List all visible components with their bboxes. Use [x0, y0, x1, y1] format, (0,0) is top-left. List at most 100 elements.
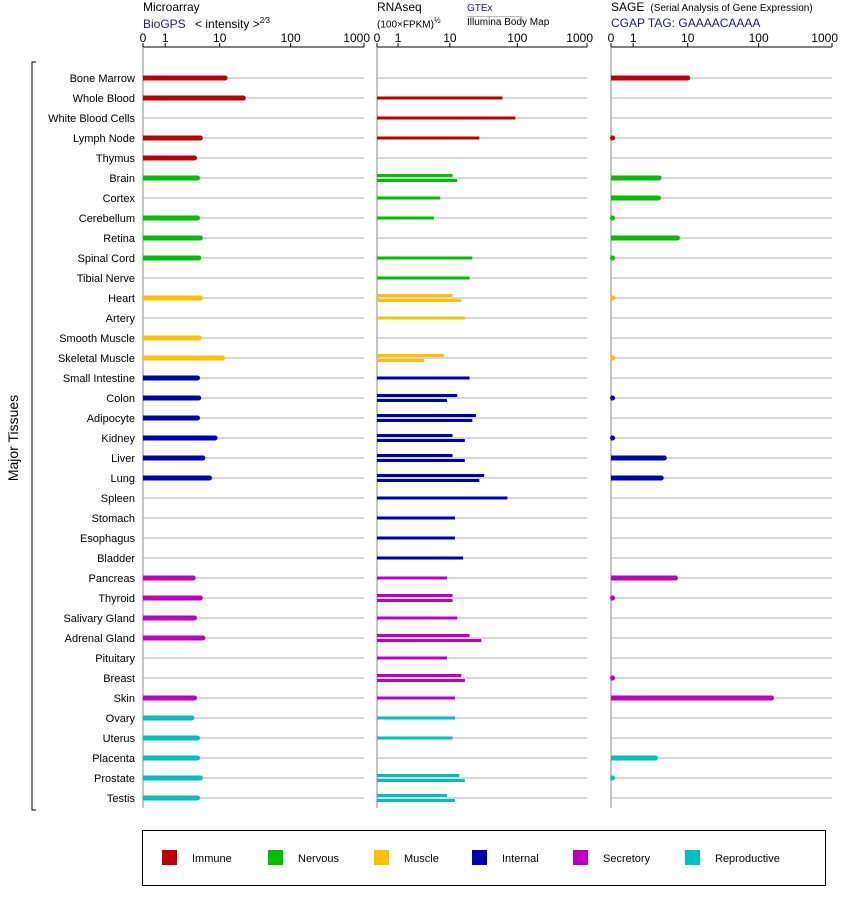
- rnaseq-illumina-bar: [377, 276, 470, 280]
- microarray-bar: [143, 475, 210, 481]
- microarray-bar-end: [195, 375, 201, 381]
- tissue-label: Uterus: [103, 733, 136, 745]
- tissue-label: Esophagus: [80, 533, 136, 545]
- tissue-label: Breast: [103, 673, 135, 685]
- microarray-bar-end: [200, 455, 206, 461]
- legend-swatch-reproductive: [685, 850, 700, 865]
- tissue-label: Whole Blood: [73, 93, 135, 105]
- legend-swatch-secretory: [573, 850, 588, 865]
- rnaseq-gtex-bar: [377, 774, 460, 777]
- microarray-bar-end: [195, 415, 201, 421]
- tissue-label: Smooth Muscle: [59, 333, 135, 345]
- rnaseq-gtex-bar: [377, 174, 453, 177]
- tissue-label: Brain: [109, 173, 135, 185]
- sage-tick-label: 1: [630, 31, 637, 45]
- microarray-bar: [143, 695, 195, 701]
- rnaseq-unit: (100×FPKM): [377, 19, 434, 31]
- microarray-bar: [143, 235, 201, 241]
- rnaseq-gtex-bar: [377, 394, 458, 397]
- sage-bar-end: [658, 475, 664, 481]
- microarray-header: Microarray BioGPS < intensity >2⁄3: [143, 0, 270, 31]
- sage-bar-end: [610, 215, 616, 221]
- tissue-label: Testis: [107, 793, 136, 805]
- microarray-bar: [143, 255, 199, 261]
- microarray-bar: [143, 615, 195, 621]
- sage-bar-end: [661, 455, 667, 461]
- rnaseq-illumina-bar: [377, 779, 465, 782]
- microarray-bar-end: [200, 635, 206, 641]
- sage-source-link[interactable]: CGAP TAG: GAAAACAAAA: [611, 16, 761, 30]
- rnaseq-tick-label: 10: [443, 31, 457, 45]
- microarray-panel: 0 1 10 100 1000: [140, 31, 370, 808]
- sage-bar-end: [655, 195, 661, 201]
- tissue-label: Tibial Nerve: [77, 273, 135, 285]
- sage-bar: [611, 195, 659, 201]
- microarray-bar: [143, 715, 192, 721]
- sage-bar-end: [675, 235, 681, 241]
- sage-title: SAGE: [611, 0, 645, 14]
- tissue-label: Prostate: [94, 773, 135, 785]
- sage-subtitle: (Serial Analysis of Gene Expression): [650, 3, 813, 14]
- microarray-bar: [143, 775, 201, 781]
- rnaseq-illumina-bar: [377, 656, 447, 660]
- microarray-bar-end: [207, 475, 213, 481]
- rnaseq-illumina-bar: [377, 599, 453, 602]
- rnaseq-source-gtex[interactable]: GTEx: [467, 2, 523, 17]
- rnaseq-illumina-bar: [377, 216, 434, 220]
- rnaseq-illumina-bar: [377, 639, 482, 642]
- rnaseq-gtex-bar: [377, 474, 485, 477]
- rnaseq-illumina-bar: [377, 419, 473, 422]
- microarray-bar-end: [197, 235, 203, 241]
- sage-panel: 0 1 10 100 1000: [608, 31, 838, 808]
- rnaseq-illumina-bar: [377, 359, 425, 362]
- sage-bar-end: [768, 695, 774, 701]
- rnaseq-gtex-bar: [377, 414, 477, 417]
- tissue-label: Ovary: [106, 713, 136, 725]
- microarray-tick-label: 100: [281, 31, 301, 45]
- rnaseq-illumina-bar: [377, 376, 470, 380]
- microarray-bar-end: [195, 215, 201, 221]
- sage-bar: [611, 455, 665, 461]
- rnaseq-illumina-bar: [377, 459, 465, 462]
- sage-tick-label: 100: [749, 31, 769, 45]
- sage-bar-end: [656, 175, 662, 181]
- tissue-label: Placenta: [92, 753, 136, 765]
- microarray-bar-end: [196, 255, 202, 261]
- legend-swatch-internal: [472, 850, 487, 865]
- sage-bar-end: [685, 75, 691, 81]
- legend-label-internal: Internal: [502, 853, 539, 865]
- rnaseq-tick-label: 1: [395, 31, 402, 45]
- sage-bar: [611, 575, 676, 581]
- legend: Immune Nervous Muscle Internal Secretory Repr…: [142, 830, 826, 886]
- tissue-label: Adipocyte: [87, 413, 135, 425]
- sage-bar-end: [652, 755, 658, 761]
- rnaseq-illumina-bar: [377, 679, 465, 682]
- legend-swatch-immune: [162, 850, 177, 865]
- microarray-bar-end: [191, 155, 197, 161]
- tissue-label: Skeletal Muscle: [58, 353, 135, 365]
- rnaseq-illumina-bar: [377, 179, 458, 182]
- microarray-bar-end: [195, 735, 201, 741]
- sage-bar-end: [610, 295, 616, 301]
- sage-bar-end: [610, 395, 616, 401]
- rnaseq-gtex-bar: [377, 454, 453, 457]
- rnaseq-gtex-bar: [377, 354, 444, 357]
- tissue-label: Colon: [106, 393, 135, 405]
- rnaseq-gtex-bar: [377, 674, 462, 677]
- legend-swatch-nervous: [268, 850, 283, 865]
- tissue-label: Skin: [114, 693, 135, 705]
- microarray-source-link[interactable]: BioGPS: [143, 17, 186, 31]
- microarray-bar-end: [195, 795, 201, 801]
- microarray-bar-end: [197, 775, 203, 781]
- rnaseq-illumina-bar: [377, 616, 458, 620]
- microarray-bar: [143, 355, 223, 361]
- rnaseq-illumina-bar: [377, 736, 453, 740]
- microarray-bar: [143, 795, 198, 801]
- microarray-bar: [143, 575, 194, 581]
- microarray-tick-label: 1: [162, 31, 169, 45]
- y-axis-label: Major Tissues: [5, 395, 21, 481]
- sage-bar-end: [610, 595, 616, 601]
- rnaseq-illumina-bar: [377, 696, 455, 700]
- sage-bar: [611, 755, 656, 761]
- rnaseq-gtex-bar: [377, 116, 516, 120]
